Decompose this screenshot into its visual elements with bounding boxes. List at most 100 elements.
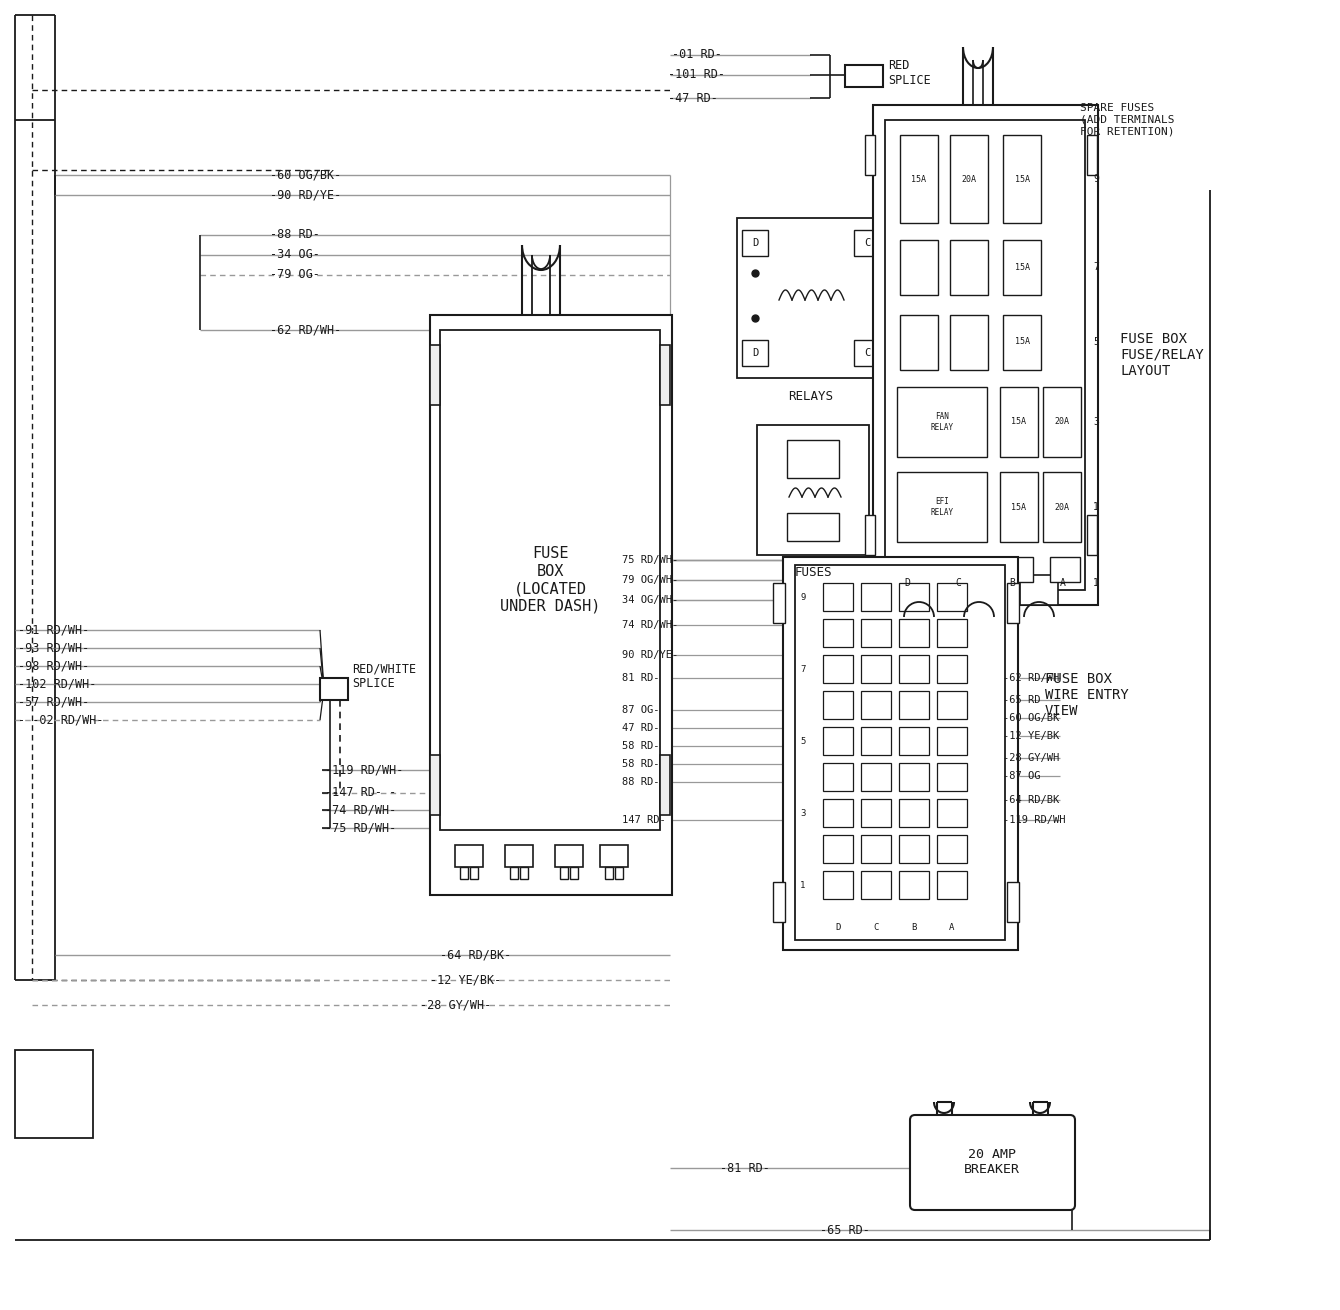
- Bar: [872, 105, 1097, 605]
- Text: RELAYS: RELAYS: [788, 389, 833, 402]
- Bar: [937, 834, 967, 863]
- Text: D: D: [905, 578, 910, 588]
- Text: 20A: 20A: [1055, 503, 1069, 511]
- Text: 3: 3: [1093, 417, 1099, 427]
- Bar: [846, 66, 883, 86]
- Text: 15A: 15A: [1012, 503, 1026, 511]
- Text: 20 AMP
BREAKER: 20 AMP BREAKER: [963, 1148, 1020, 1176]
- Text: -74 RD/WH-: -74 RD/WH-: [326, 803, 397, 816]
- Text: 7: 7: [1093, 262, 1099, 272]
- Bar: [899, 762, 929, 791]
- Bar: [866, 135, 875, 176]
- Text: -60 OG/BK-: -60 OG/BK-: [269, 169, 342, 182]
- Bar: [737, 217, 884, 379]
- Bar: [823, 762, 854, 791]
- Bar: [854, 341, 880, 365]
- Bar: [862, 583, 891, 610]
- Bar: [1051, 557, 1080, 582]
- Text: 9: 9: [800, 592, 805, 601]
- Bar: [661, 755, 670, 815]
- Bar: [950, 240, 988, 295]
- Bar: [937, 655, 967, 683]
- Bar: [1043, 472, 1081, 542]
- Text: D: D: [752, 238, 758, 248]
- Bar: [1000, 386, 1038, 457]
- Bar: [862, 871, 891, 899]
- Text: 20A: 20A: [962, 174, 977, 183]
- Bar: [1004, 557, 1033, 582]
- Bar: [1087, 135, 1097, 176]
- Bar: [430, 314, 671, 895]
- Bar: [862, 834, 891, 863]
- Text: 15A: 15A: [911, 174, 926, 183]
- Text: 5: 5: [800, 736, 805, 745]
- Bar: [795, 565, 1005, 941]
- Bar: [823, 727, 854, 755]
- Bar: [823, 871, 854, 899]
- Bar: [884, 121, 1085, 590]
- Bar: [742, 231, 768, 255]
- Bar: [823, 620, 854, 647]
- Text: -60 OG/BK: -60 OG/BK: [1004, 713, 1059, 723]
- Text: RED
SPLICE: RED SPLICE: [888, 59, 931, 86]
- Text: 147 RD-: 147 RD-: [622, 815, 666, 825]
- Bar: [900, 240, 938, 295]
- Text: 15A: 15A: [1012, 418, 1026, 427]
- FancyBboxPatch shape: [910, 1115, 1075, 1210]
- Text: FAN
RELAY: FAN RELAY: [930, 413, 954, 432]
- Text: C: C: [864, 348, 870, 358]
- Bar: [937, 871, 967, 899]
- Text: -81 RD-: -81 RD-: [720, 1162, 770, 1175]
- Bar: [520, 867, 528, 879]
- Text: FUSES: FUSES: [795, 566, 832, 579]
- Bar: [1004, 314, 1041, 369]
- Bar: [823, 583, 854, 610]
- Bar: [823, 799, 854, 827]
- Bar: [862, 655, 891, 683]
- Text: -101 RD-: -101 RD-: [669, 68, 725, 81]
- Bar: [742, 341, 768, 365]
- Text: 9: 9: [1093, 174, 1099, 183]
- Bar: [899, 834, 929, 863]
- Text: -102 RD/WH-: -102 RD/WH-: [17, 677, 96, 690]
- Bar: [899, 727, 929, 755]
- Bar: [900, 557, 930, 582]
- Bar: [430, 755, 440, 815]
- Bar: [440, 330, 661, 831]
- Text: 87 OG-: 87 OG-: [622, 705, 659, 715]
- Text: 58 RD-: 58 RD-: [622, 758, 659, 769]
- Bar: [862, 799, 891, 827]
- Text: -01 RD-: -01 RD-: [671, 48, 722, 62]
- Bar: [1004, 240, 1041, 295]
- Text: EFI
RELAY: EFI RELAY: [930, 498, 954, 516]
- Text: -57 RD/WH-: -57 RD/WH-: [17, 696, 90, 709]
- Bar: [560, 867, 568, 879]
- Text: 15A: 15A: [1014, 338, 1029, 347]
- Text: -98 RD/WH-: -98 RD/WH-: [17, 659, 90, 672]
- Bar: [1000, 472, 1038, 542]
- Text: A: A: [949, 924, 954, 933]
- Text: A: A: [1060, 578, 1065, 588]
- Bar: [950, 557, 980, 582]
- Text: -87 OG: -87 OG: [1004, 772, 1040, 781]
- Text: C: C: [864, 238, 870, 248]
- Bar: [1043, 386, 1081, 457]
- Bar: [757, 424, 870, 555]
- Bar: [937, 583, 967, 610]
- Bar: [823, 655, 854, 683]
- Bar: [787, 440, 839, 478]
- Text: 3: 3: [800, 808, 805, 817]
- Bar: [950, 314, 988, 369]
- Text: SPARE FUSES
(ADD TERMINALS
FOR RETENTION): SPARE FUSES (ADD TERMINALS FOR RETENTION…: [1080, 103, 1174, 136]
- Bar: [862, 620, 891, 647]
- Text: -119 RD/WH: -119 RD/WH: [1004, 815, 1065, 825]
- Bar: [570, 867, 578, 879]
- Text: FUSE BOX
FUSE/RELAY
LAYOUT: FUSE BOX FUSE/RELAY LAYOUT: [1120, 331, 1203, 379]
- Text: 7: 7: [800, 664, 805, 673]
- Text: -79 OG-: -79 OG-: [269, 269, 320, 282]
- Text: 88 RD-: 88 RD-: [622, 777, 659, 787]
- Text: -28 GY/WH-: -28 GY/WH-: [419, 998, 492, 1011]
- Bar: [15, 1051, 92, 1138]
- Bar: [900, 135, 938, 223]
- Text: -75 RD/WH-: -75 RD/WH-: [326, 821, 397, 834]
